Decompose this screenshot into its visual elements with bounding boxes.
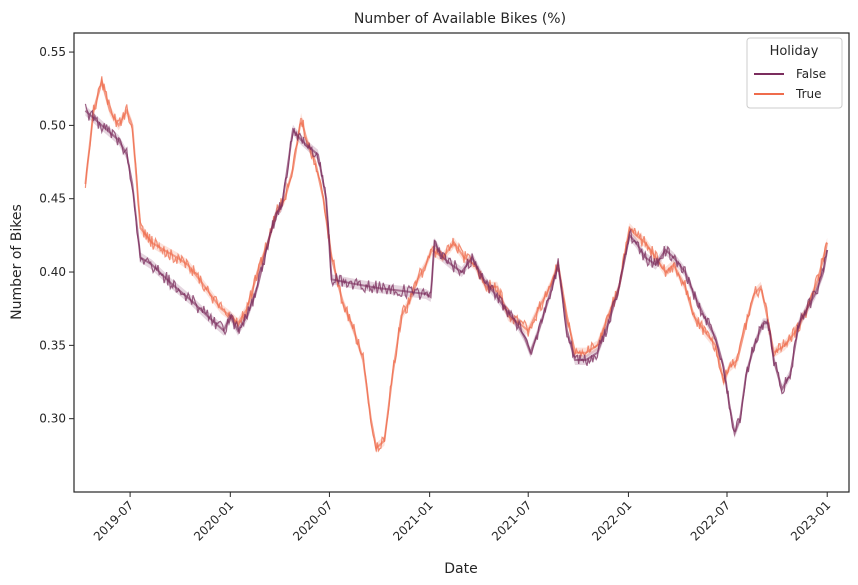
plot-frame (73, 32, 850, 493)
y-axis: 0.30 0.35 0.40 0.45 0.50 0.55 (39, 45, 74, 426)
y-tick-label: 0.55 (39, 45, 66, 59)
x-axis: 2019-07 2020-01 2020-07 2021-01 2021-07 2022-… (91, 492, 833, 544)
x-tick-label: 2022-07 (688, 498, 733, 543)
x-tick-label: 2019-07 (91, 498, 136, 543)
y-tick-label: 0.30 (39, 412, 66, 426)
series-band-false (85, 105, 828, 439)
x-tick-label: 2021-07 (489, 498, 534, 543)
x-tick-label: 2023-01 (788, 498, 833, 543)
legend: Holiday False True (746, 37, 843, 109)
plot-area (73, 32, 850, 493)
x-tick-label: 2020-07 (290, 498, 335, 543)
chart-title: Number of Available Bikes (%) (354, 11, 566, 27)
legend-box (746, 37, 843, 109)
x-tick-label: 2022-01 (589, 498, 634, 543)
y-tick-label: 0.45 (39, 192, 66, 206)
legend-title: Holiday (770, 44, 819, 59)
y-tick-label: 0.40 (39, 265, 66, 279)
y-axis-title: Number of Bikes (9, 204, 25, 320)
legend-label-true: True (795, 87, 822, 101)
x-axis-title: Date (444, 561, 477, 577)
legend-label-false: False (796, 67, 826, 81)
y-tick-label: 0.35 (39, 338, 66, 352)
series-layer (84, 76, 829, 454)
x-tick-label: 2021-01 (390, 498, 435, 543)
series-trend-false (84, 109, 829, 438)
y-tick-label: 0.50 (39, 118, 66, 132)
x-tick-label: 2020-01 (191, 498, 236, 543)
